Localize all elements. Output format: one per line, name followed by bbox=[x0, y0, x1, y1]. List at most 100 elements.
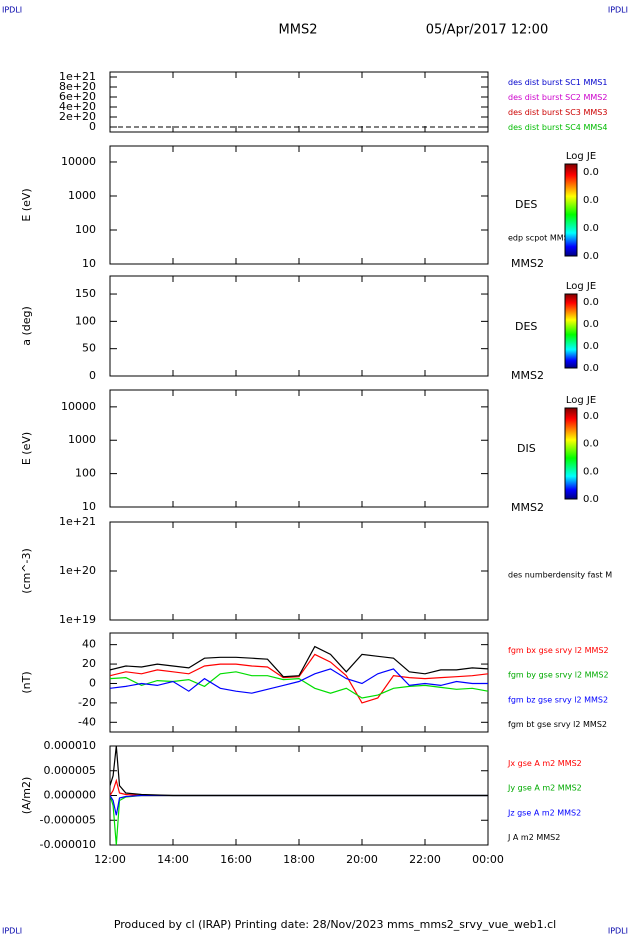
legend-entry: Jy gse A m2 MMS2 bbox=[507, 784, 582, 793]
y-tick-label: 0.000005 bbox=[44, 764, 97, 777]
y-axis-label: (nT) bbox=[20, 671, 33, 693]
annotation: MMS2 bbox=[511, 257, 544, 270]
colorbar-label: Log JE bbox=[566, 281, 596, 292]
y-axis-label: (cm^-3) bbox=[20, 548, 33, 594]
series-line bbox=[110, 746, 488, 797]
y-tick-label: 100 bbox=[75, 467, 96, 480]
y-tick-label: 4e+20 bbox=[59, 100, 96, 113]
y-tick-label: 40 bbox=[82, 638, 96, 651]
colorbar-tick-label: 0.0 bbox=[583, 363, 599, 374]
y-tick-label: 1e+21 bbox=[59, 515, 96, 528]
y-tick-label: 0.000010 bbox=[44, 739, 97, 752]
y-tick-label: 1000 bbox=[68, 189, 96, 202]
annotation: des numberdensity fast M bbox=[508, 571, 612, 580]
annotation: DIS bbox=[517, 442, 536, 455]
colorbar-tick-label: 0.0 bbox=[583, 341, 599, 352]
y-tick-label: 1e+19 bbox=[59, 613, 96, 626]
annotation: DES bbox=[515, 320, 537, 333]
colorbar-tick-label: 0.0 bbox=[583, 223, 599, 234]
y-tick-label: 0.000000 bbox=[44, 789, 97, 802]
series-line bbox=[110, 653, 488, 704]
colorbar-tick-label: 0.0 bbox=[583, 251, 599, 262]
legend-entry: fgm bx gse srvy l2 MMS2 bbox=[508, 646, 609, 655]
title: MMS2 bbox=[279, 23, 318, 38]
y-tick-label: 100 bbox=[75, 223, 96, 236]
corner-mark: IPDLI bbox=[2, 927, 22, 934]
y-tick-label: 100 bbox=[75, 314, 96, 327]
corner-mark: IPDLI bbox=[2, 6, 22, 15]
y-tick-label: 8e+20 bbox=[59, 80, 96, 93]
legend-entry: fgm by gse srvy l2 MMS2 bbox=[508, 671, 609, 680]
y-tick-label: 6e+20 bbox=[59, 90, 96, 103]
annotation: MMS2 bbox=[511, 369, 544, 382]
colorbar-tick-label: 0.0 bbox=[583, 167, 599, 178]
colorbar-label: Log JE bbox=[566, 151, 596, 162]
corner-mark: IPDLI bbox=[608, 6, 628, 15]
y-tick-label: 50 bbox=[82, 342, 96, 355]
y-tick-label: 1e+21 bbox=[59, 70, 96, 83]
x-tick-label: 22:00 bbox=[409, 853, 441, 866]
x-tick-label: 00:00 bbox=[472, 853, 504, 866]
y-tick-label: 150 bbox=[75, 287, 96, 300]
colorbar-tick-label: 0.0 bbox=[583, 411, 599, 422]
colorbar bbox=[564, 293, 578, 369]
corner-mark: IPDLI bbox=[608, 927, 628, 934]
y-tick-label: -20 bbox=[78, 696, 96, 709]
colorbar-tick-label: 0.0 bbox=[583, 195, 599, 206]
y-tick-label: -0.000005 bbox=[40, 813, 96, 826]
y-tick-label: 0 bbox=[89, 369, 96, 382]
y-tick-label: 20 bbox=[82, 657, 96, 670]
annotation: edp scpot MMS2 bbox=[508, 234, 574, 243]
y-tick-label: -0.000010 bbox=[40, 838, 96, 851]
x-tick-label: 14:00 bbox=[157, 853, 189, 866]
series-line bbox=[110, 778, 488, 797]
y-tick-label: 2e+20 bbox=[59, 110, 96, 123]
panel-frame bbox=[109, 389, 489, 508]
panel-frame bbox=[109, 521, 489, 621]
legend-entry: des dist burst SC4 MMS4 bbox=[508, 123, 607, 132]
y-axis-label: E (eV) bbox=[20, 432, 33, 465]
legend-entry: des dist burst SC3 MMS3 bbox=[508, 108, 607, 117]
annotation: DES bbox=[515, 198, 537, 211]
colorbar-tick-label: 0.0 bbox=[583, 439, 599, 450]
x-tick-label: 16:00 bbox=[220, 853, 252, 866]
y-tick-label: 10 bbox=[82, 257, 96, 270]
y-tick-label: 10000 bbox=[61, 155, 96, 168]
panel-frame bbox=[109, 145, 489, 265]
colorbar-label: Log JE bbox=[566, 395, 596, 406]
colorbar bbox=[564, 407, 578, 500]
colorbar-tick-label: 0.0 bbox=[583, 319, 599, 330]
y-tick-label: 10000 bbox=[61, 400, 96, 413]
footer: Produced by cl (IRAP) Printing date: 28/… bbox=[114, 918, 556, 931]
y-tick-label: 10 bbox=[82, 500, 96, 513]
legend-entry: J A m2 MMS2 bbox=[507, 833, 560, 842]
annotation: MMS2 bbox=[511, 501, 544, 514]
panel-frame bbox=[109, 275, 489, 377]
x-tick-label: 12:00 bbox=[94, 853, 126, 866]
legend-entry: fgm bz gse srvy l2 MMS2 bbox=[508, 695, 608, 704]
x-tick-label: 18:00 bbox=[283, 853, 315, 866]
date: 05/Apr/2017 12:00 bbox=[426, 23, 548, 38]
legend-entry: des dist burst SC2 MMS2 bbox=[508, 93, 607, 102]
panel-frame bbox=[109, 71, 489, 133]
series-line bbox=[110, 645, 488, 678]
series-line bbox=[110, 668, 488, 694]
series-line bbox=[110, 794, 488, 845]
y-tick-label: 1e+20 bbox=[59, 564, 96, 577]
y-axis-label: (A/m2) bbox=[20, 777, 33, 815]
y-tick-label: 1000 bbox=[68, 433, 96, 446]
legend-entry: Jx gse A m2 MMS2 bbox=[507, 759, 582, 768]
colorbar-tick-label: 0.0 bbox=[583, 297, 599, 308]
colorbar bbox=[564, 163, 578, 257]
series-line bbox=[110, 794, 488, 816]
legend-entry: Jz gse A m2 MMS2 bbox=[507, 808, 581, 817]
legend-entry: des dist burst SC1 MMS1 bbox=[508, 78, 607, 87]
y-tick-label: -40 bbox=[78, 715, 96, 728]
colorbar-tick-label: 0.0 bbox=[583, 494, 599, 505]
colorbar-tick-label: 0.0 bbox=[583, 466, 599, 477]
y-tick-label: 0 bbox=[89, 676, 96, 689]
y-axis-label: a (deg) bbox=[20, 306, 33, 346]
legend-entry: fgm bt gse srvy l2 MMS2 bbox=[508, 720, 607, 729]
y-tick-label: 0 bbox=[89, 120, 96, 133]
